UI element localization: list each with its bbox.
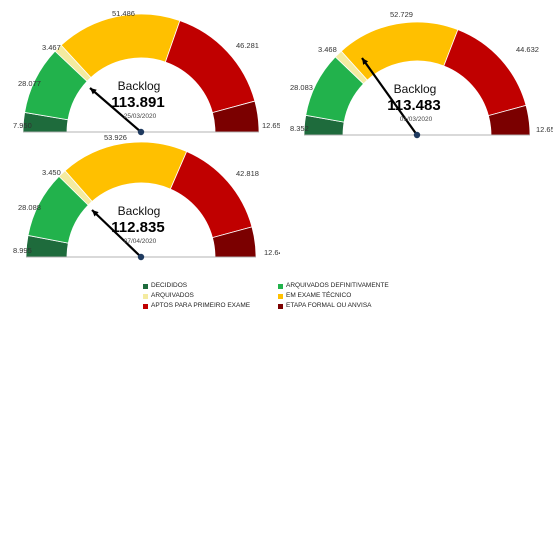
legend-item: EM EXAME TÉCNICO bbox=[278, 292, 351, 301]
legend-swatch bbox=[143, 293, 148, 299]
legend-label: DECIDIDOS bbox=[151, 282, 188, 289]
gauge-date: 01/03/2020 bbox=[400, 116, 433, 123]
segment-value-label: 52.729 bbox=[390, 10, 413, 19]
segment-value-label: 12.641 bbox=[264, 248, 280, 257]
segment-value-label: 3.468 bbox=[318, 45, 337, 54]
legend-label: ARQUIVADOS DEFINITIVAMENTE bbox=[286, 282, 389, 289]
legend-swatch bbox=[143, 303, 148, 309]
gauge-date: 25/03/2020 bbox=[124, 113, 157, 120]
legend-swatch bbox=[278, 283, 283, 289]
gauge-needle-head bbox=[92, 210, 99, 217]
gauge-bottom-label: 53.926 bbox=[104, 133, 127, 140]
gauge-date: 07/04/2020 bbox=[124, 238, 157, 245]
segment-value-label: 3.450 bbox=[42, 168, 61, 177]
gauge-chart: 8.995 28.088 3.450 42.818 12.641 Backlog112.8… bbox=[0, 140, 280, 265]
segment-value-label: 44.632 bbox=[516, 45, 539, 54]
gauge-needle bbox=[91, 209, 142, 258]
gauge-needle-head bbox=[362, 58, 369, 65]
legend-item: APTOS PARA PRIMEIRO EXAME bbox=[143, 302, 250, 311]
gauge-total: 113.483 bbox=[387, 97, 440, 114]
gauge-segment bbox=[169, 150, 253, 239]
gauge-panel: 7.950 28.077 3.467 51.486 46.281 12.657 Backlo… bbox=[0, 0, 553, 265]
segment-value-label: 8.995 bbox=[13, 246, 32, 255]
gauge-needle bbox=[361, 57, 418, 136]
gauge-chart: 7.950 28.077 3.467 51.486 46.281 12.657 Backlo… bbox=[0, 0, 280, 140]
segment-value-label: 12.657 bbox=[262, 121, 280, 130]
legend-label: ETAPA FORMAL OU ANVISA bbox=[286, 302, 372, 309]
legend-label: ARQUIVADOS bbox=[151, 292, 194, 299]
segment-value-label: 28.088 bbox=[18, 203, 41, 212]
legend-swatch bbox=[143, 283, 148, 289]
gauge-hub bbox=[137, 128, 145, 136]
gauge-hub bbox=[413, 131, 421, 139]
gauge-chart: 8.352 28.083 3.468 52.729 44.632 12.654 Backlo… bbox=[280, 0, 553, 140]
gauge-svg: 8.352 28.083 3.468 52.729 44.632 12.654 Backlo… bbox=[290, 10, 553, 139]
gauge-total: 112.835 bbox=[111, 219, 164, 236]
gauge-segment bbox=[164, 20, 256, 114]
gauge-svg: 7.950 28.077 3.467 51.486 46.281 12.657 Backlo… bbox=[13, 9, 280, 140]
segment-value-label: 46.281 bbox=[236, 41, 259, 50]
legend-swatch bbox=[278, 303, 283, 309]
legend-item: DECIDIDOS bbox=[143, 282, 187, 291]
segment-value-label: 8.352 bbox=[290, 124, 309, 133]
gauge-segment bbox=[443, 29, 527, 117]
gauge-total: 113.891 bbox=[111, 94, 164, 111]
legend-label: EM EXAME TÉCNICO bbox=[286, 292, 352, 299]
gauge-hub bbox=[137, 253, 145, 261]
gauge-needle-head bbox=[90, 88, 97, 95]
segment-value-label: 7.950 bbox=[13, 121, 32, 130]
gauge-svg: 8.995 28.088 3.450 42.818 12.641 Backlog112.8… bbox=[13, 141, 280, 261]
gauge-title: Backlog bbox=[118, 79, 161, 93]
gauge-title: Backlog bbox=[118, 204, 161, 218]
legend-swatch bbox=[278, 293, 283, 299]
gauge-needle bbox=[89, 87, 142, 133]
segment-value-label: 12.654 bbox=[536, 125, 553, 134]
legend-label: APTOS PARA PRIMEIRO EXAME bbox=[151, 302, 251, 309]
legend-item: ARQUIVADOS bbox=[143, 292, 194, 301]
gauge-title: Backlog bbox=[394, 82, 437, 96]
segment-value-label: 51.486 bbox=[112, 9, 135, 18]
segment-value-label: 28.083 bbox=[290, 83, 313, 92]
legend-item: ETAPA FORMAL OU ANVISA bbox=[278, 302, 371, 311]
segment-value-label: 3.467 bbox=[42, 43, 61, 52]
legend-item: ARQUIVADOS DEFINITIVAMENTE bbox=[278, 282, 389, 291]
segment-value-label: 28.077 bbox=[18, 79, 41, 88]
segment-value-label: 42.818 bbox=[236, 169, 259, 178]
